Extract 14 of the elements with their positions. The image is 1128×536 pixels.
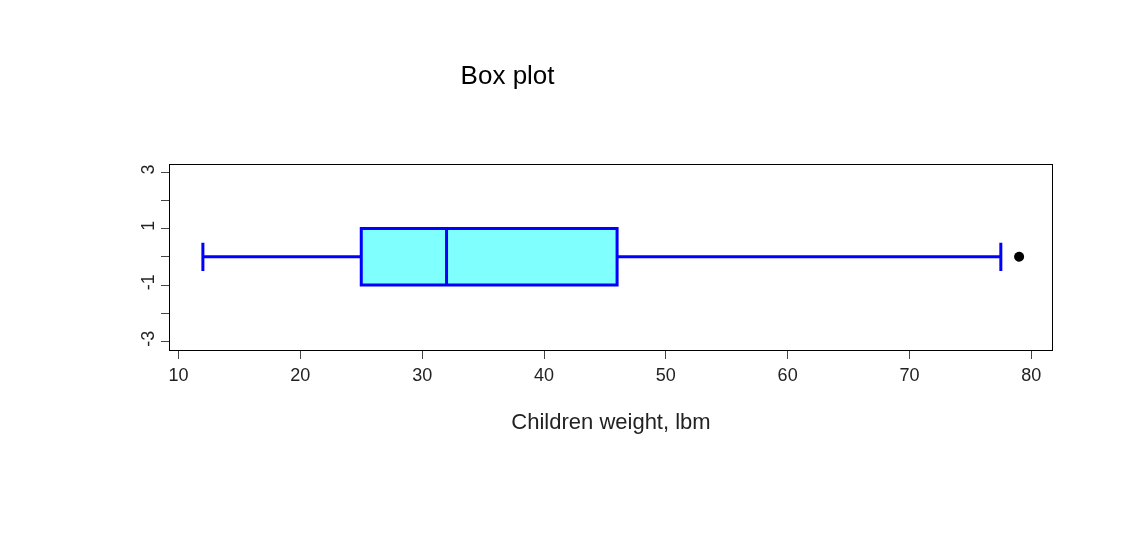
x-tick-label: 20 [290,364,311,385]
x-tick-label: 60 [777,364,798,385]
text: -1 [137,274,158,291]
x-tick-label: 80 [1021,364,1042,385]
x-tick-label: 10 [168,364,189,385]
x-axis-title: Children weight, lbm [511,409,711,435]
text: 1 [137,220,158,231]
text: -3 [137,330,158,347]
text: 3 [137,164,158,175]
x-tick-label: 30 [412,364,433,385]
chart-title: Box plot [460,60,556,91]
x-tick-label: 50 [655,364,676,385]
x-tick-label: 70 [899,364,920,385]
x-tick-label: 40 [533,364,555,385]
